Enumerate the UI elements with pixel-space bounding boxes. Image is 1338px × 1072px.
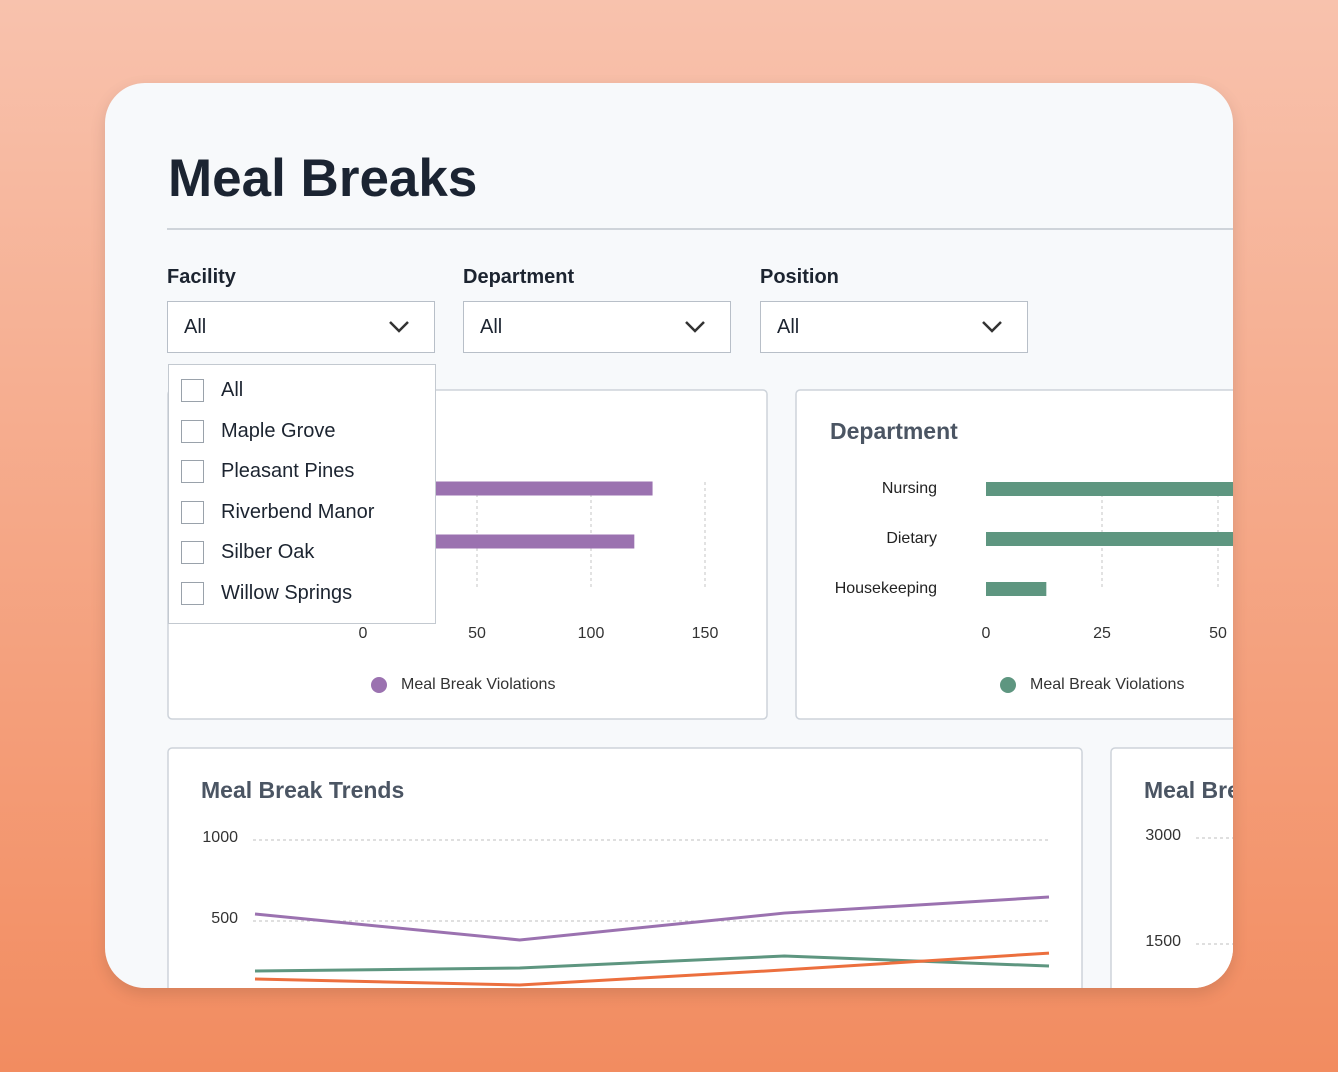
x-tick-label: 50	[1209, 625, 1227, 642]
option-label: Pleasant Pines	[221, 460, 355, 482]
filter-select[interactable]: All	[463, 301, 731, 353]
chart-title: Meal Break Trends	[201, 777, 404, 803]
chart-card	[795, 389, 1233, 720]
chart-title: Department	[830, 418, 958, 444]
y-tick-label: Nursing	[882, 480, 937, 497]
checkbox[interactable]	[181, 379, 204, 402]
x-tick-label: 25	[1093, 625, 1111, 642]
dropdown-option[interactable]: Willow Springs	[169, 579, 435, 609]
checkbox[interactable]	[181, 460, 204, 483]
x-tick-label: 100	[578, 625, 605, 642]
option-label: Willow Springs	[221, 581, 353, 604]
y-tick-label: 1500	[1145, 933, 1181, 950]
filter-select[interactable]: All	[167, 301, 435, 353]
filter-value: All	[777, 316, 800, 338]
dropdown-option[interactable]: Pleasant Pines	[169, 457, 435, 487]
chevron	[982, 321, 1002, 333]
bar	[986, 482, 1233, 496]
divider	[167, 228, 1233, 230]
y-tick-label: Dietary	[886, 530, 937, 547]
option-label: Riverbend Manor	[221, 500, 375, 523]
y-tick-label: 500	[211, 910, 238, 927]
chart-card	[1110, 747, 1233, 988]
legend-swatch	[371, 677, 387, 693]
bar	[986, 582, 1047, 596]
x-tick-label: 0	[359, 625, 368, 642]
checkbox[interactable]	[181, 541, 204, 564]
chevron	[685, 321, 705, 333]
y-tick-label: 3000	[1145, 827, 1181, 844]
filter-label: Facility	[167, 266, 236, 288]
dashboard-content: 0 50 100 150 Meal Break Violations Department…	[105, 83, 1233, 988]
filter-value: All	[480, 316, 503, 338]
filter-select[interactable]: All	[760, 301, 1028, 353]
checkbox[interactable]	[181, 500, 204, 524]
bar	[986, 532, 1233, 546]
page-title: Meal Breaks	[168, 149, 478, 208]
filter-label: Department	[463, 266, 575, 288]
option-label: Maple Grove	[221, 419, 336, 442]
x-tick-label: 150	[692, 625, 719, 642]
y-tick-label: Housekeeping	[835, 580, 937, 597]
legend-swatch	[1000, 677, 1016, 693]
checkbox[interactable]	[181, 419, 204, 443]
filter-value: All	[184, 316, 207, 338]
dropdown-option[interactable]: All	[169, 376, 435, 406]
facility-dropdown: All Maple Grove Pleasant Pines Riverbend Ma…	[168, 364, 436, 624]
option-label: All	[221, 379, 244, 401]
x-tick-label: 0	[982, 625, 991, 642]
y-tick-label: 1000	[202, 829, 238, 846]
line-series	[254, 895, 1050, 942]
line-series	[254, 951, 1050, 987]
x-tick-label: 50	[468, 625, 486, 642]
legend-label: Meal Break Violations	[401, 676, 555, 693]
chevron	[389, 321, 409, 333]
chart-title: Meal Bre	[1144, 777, 1233, 803]
dashboard-card: 0 50 100 150 Meal Break Violations Department…	[105, 83, 1233, 988]
dropdown-option[interactable]: Riverbend Manor	[169, 498, 435, 528]
dropdown-option[interactable]: Maple Grove	[169, 417, 435, 447]
checkbox[interactable]	[181, 581, 204, 605]
filter-label: Position	[760, 266, 839, 288]
legend-label: Meal Break Violations	[1030, 676, 1184, 693]
dropdown-option[interactable]: Silber Oak	[169, 538, 435, 568]
option-label: Silber Oak	[221, 541, 315, 563]
